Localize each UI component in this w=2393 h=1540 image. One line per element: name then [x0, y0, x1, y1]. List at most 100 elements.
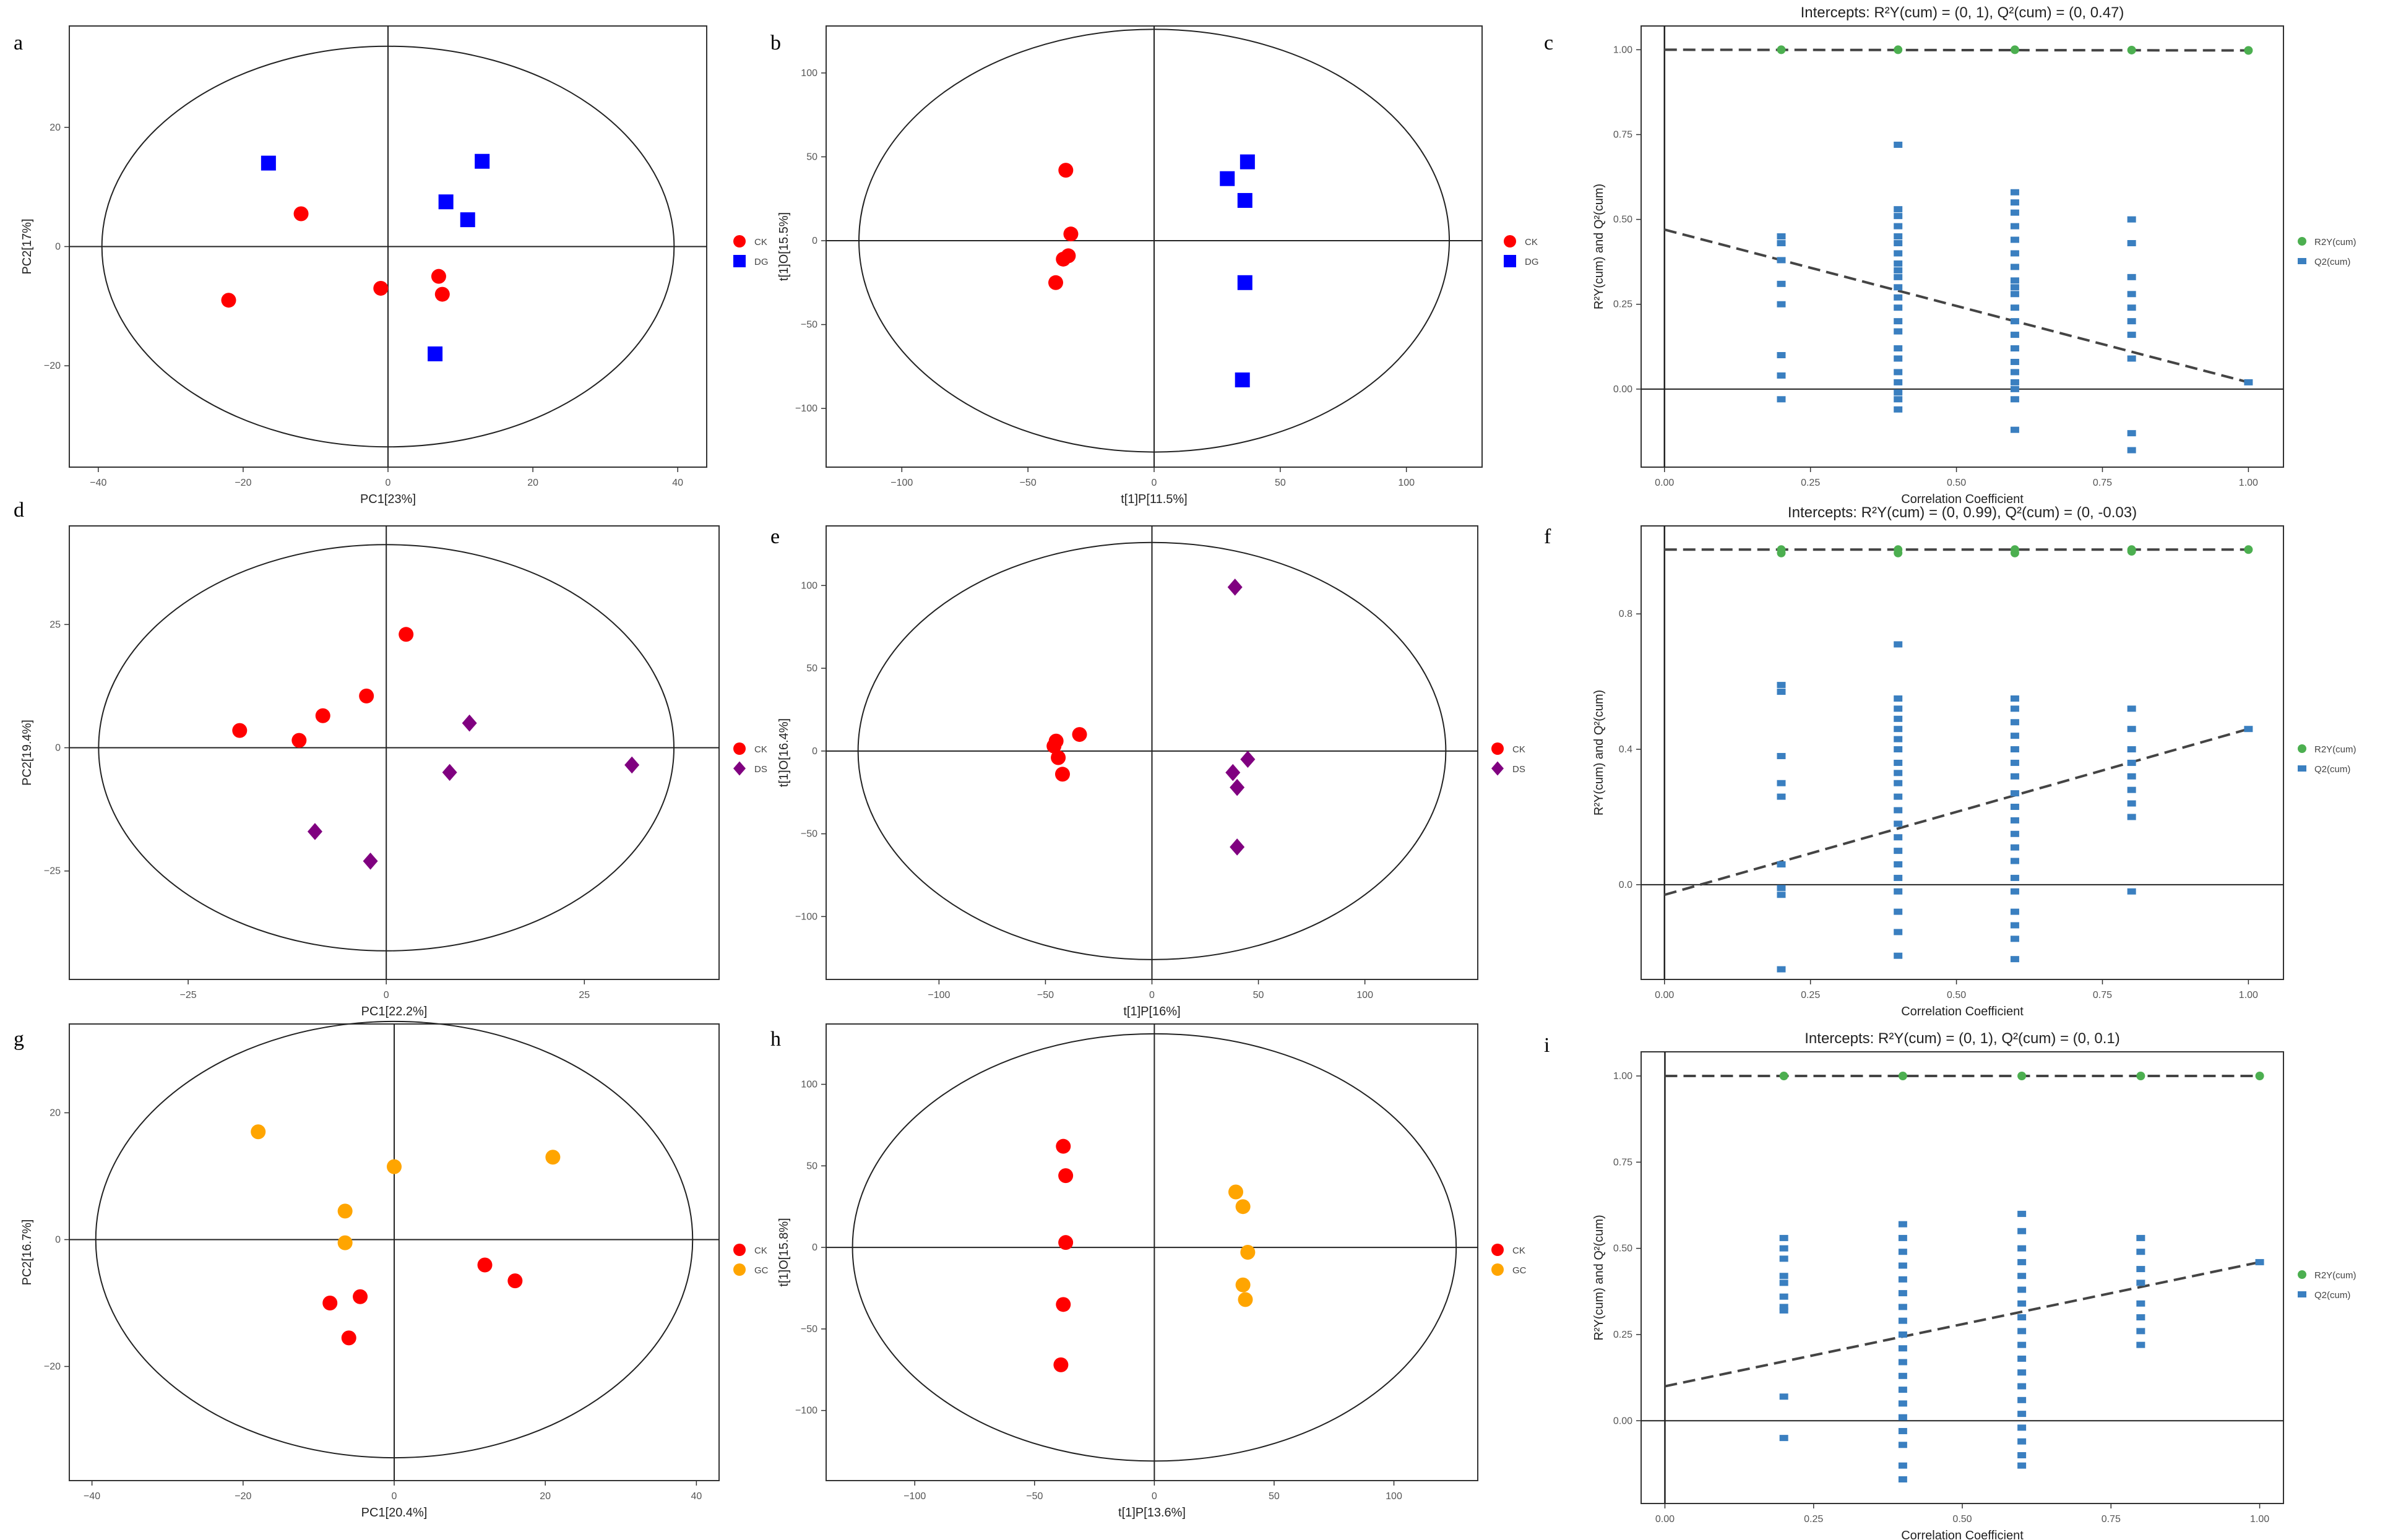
- plot-frame: [1641, 525, 2284, 980]
- r2-point: [1894, 45, 1903, 54]
- legend-key-q2: [2298, 1291, 2306, 1297]
- legend-label: DS: [754, 764, 767, 775]
- q2-point: [1894, 355, 1903, 362]
- q2-point: [1898, 1317, 1907, 1324]
- q2-point: [1894, 641, 1903, 648]
- x-tick-label: 0: [1149, 990, 1155, 1000]
- q2-point: [2010, 956, 2019, 963]
- confidence-ellipse: [101, 45, 675, 448]
- data-point-ck: [322, 1296, 338, 1310]
- data-point-ck: [1058, 1235, 1074, 1250]
- legend-key-ds: [1491, 761, 1504, 776]
- r2-point: [2127, 45, 2136, 54]
- data-point-ck: [477, 1257, 493, 1273]
- legend-key-ck: [1491, 1244, 1504, 1256]
- y-tick-label: 0.50: [1613, 1244, 1632, 1254]
- q2-point: [2010, 223, 2019, 230]
- x-axis-label: PC1[23%]: [360, 493, 416, 506]
- q2-point: [2127, 726, 2136, 733]
- q2-point: [1894, 345, 1903, 352]
- y-axis-label: t[1]O[15.5%]: [777, 212, 791, 281]
- q2-point: [2010, 189, 2019, 196]
- x-tick-label: 0.25: [1804, 1514, 1823, 1525]
- q2-point: [1894, 834, 1903, 841]
- data-point-ck: [1056, 1138, 1071, 1154]
- data-point-dg: [1237, 275, 1253, 290]
- q2-point: [2255, 1258, 2264, 1265]
- data-point-ck: [1058, 1168, 1074, 1184]
- q2-point: [2010, 858, 2019, 864]
- q2-point: [2010, 830, 2019, 837]
- q2-regression-line: [1665, 1260, 2260, 1388]
- q2-point: [1894, 715, 1903, 722]
- legend-key-dg: [733, 255, 746, 267]
- q2-point: [1898, 1359, 1907, 1366]
- x-tick-label: 20: [540, 1491, 551, 1502]
- x-tick-label: 1.00: [2239, 990, 2258, 1000]
- q2-point: [2010, 888, 2019, 895]
- y-tick-label: 20: [50, 1108, 61, 1119]
- panel-c: c Correlation Coefficient R²Y(cum) and Q²(…: [1544, 4, 2356, 506]
- x-axis-label: t[1]P[11.5%]: [1121, 493, 1187, 506]
- plot-frame: [826, 1023, 1478, 1481]
- x-tick-label: 40: [691, 1491, 702, 1502]
- legend-label: CK: [1525, 237, 1538, 247]
- data-point-ds: [442, 764, 457, 781]
- q2-point: [1898, 1234, 1907, 1241]
- q2-point: [2017, 1328, 2027, 1335]
- y-tick-label: −20: [44, 1362, 61, 1372]
- q2-point: [2127, 430, 2136, 437]
- q2-point: [1898, 1414, 1907, 1421]
- q2-point: [2136, 1249, 2145, 1255]
- r2-regression-line: [1664, 48, 2249, 52]
- x-axis-label: Correlation Coefficient: [1901, 493, 2024, 506]
- legend-label: CK: [1512, 1245, 1525, 1256]
- q2-point: [2010, 936, 2019, 942]
- data-point-ds: [1225, 764, 1241, 781]
- q2-point: [1894, 294, 1903, 301]
- q2-point: [2127, 786, 2136, 793]
- y-tick-label: 0: [55, 743, 61, 754]
- x-tick-label: 0.00: [1655, 1514, 1675, 1525]
- q2-point: [1898, 1304, 1907, 1310]
- data-point-ck: [353, 1289, 368, 1304]
- x-tick-label: 50: [1269, 1491, 1280, 1502]
- x-tick-label: −40: [84, 1491, 100, 1502]
- data-point-ck: [431, 269, 446, 284]
- q2-point: [1898, 1345, 1907, 1352]
- data-point-ds: [1230, 838, 1245, 856]
- q2-point: [2010, 773, 2019, 780]
- q2-point: [2010, 304, 2019, 311]
- y-tick-label: 1.00: [1613, 45, 1632, 55]
- y-tick-label: 0.4: [1619, 744, 1632, 755]
- panel-label: f: [1544, 525, 1551, 548]
- q2-point: [2017, 1245, 2027, 1252]
- q2-point: [1779, 1435, 1788, 1442]
- q2-point: [2127, 759, 2136, 766]
- plot-frame: [1641, 25, 2284, 468]
- q2-point: [2136, 1300, 2145, 1307]
- y-axis-label: R²Y(cum) and Q²(cum): [1592, 1215, 1606, 1340]
- q2-point: [1777, 793, 1786, 800]
- q2-point: [2017, 1411, 2027, 1417]
- panel-a: a PC1[23%] PC2[17%] −40 −20 0 20 40 −20 0 20 CK DG: [14, 25, 769, 506]
- y-tick-label: 0: [812, 746, 817, 757]
- x-tick-label: 0.50: [1947, 478, 1966, 488]
- y-axis-label: R²Y(cum) and Q²(cum): [1592, 690, 1606, 815]
- q2-point: [2017, 1383, 2027, 1390]
- x-tick-label: 50: [1253, 990, 1264, 1000]
- q2-point: [2010, 874, 2019, 881]
- q2-point: [1898, 1476, 1907, 1482]
- q2-point: [2017, 1258, 2027, 1265]
- q2-point: [2136, 1328, 2145, 1335]
- data-point-ck: [507, 1273, 523, 1289]
- q2-point: [2127, 814, 2136, 820]
- panel-label: d: [14, 499, 24, 522]
- q2-point: [1894, 379, 1903, 385]
- q2-point: [1894, 820, 1903, 827]
- q2-point: [2127, 355, 2136, 362]
- q2-point: [1898, 1427, 1907, 1434]
- r2-point: [2010, 45, 2019, 54]
- q2-point: [2010, 746, 2019, 753]
- q2-point: [1779, 1304, 1788, 1310]
